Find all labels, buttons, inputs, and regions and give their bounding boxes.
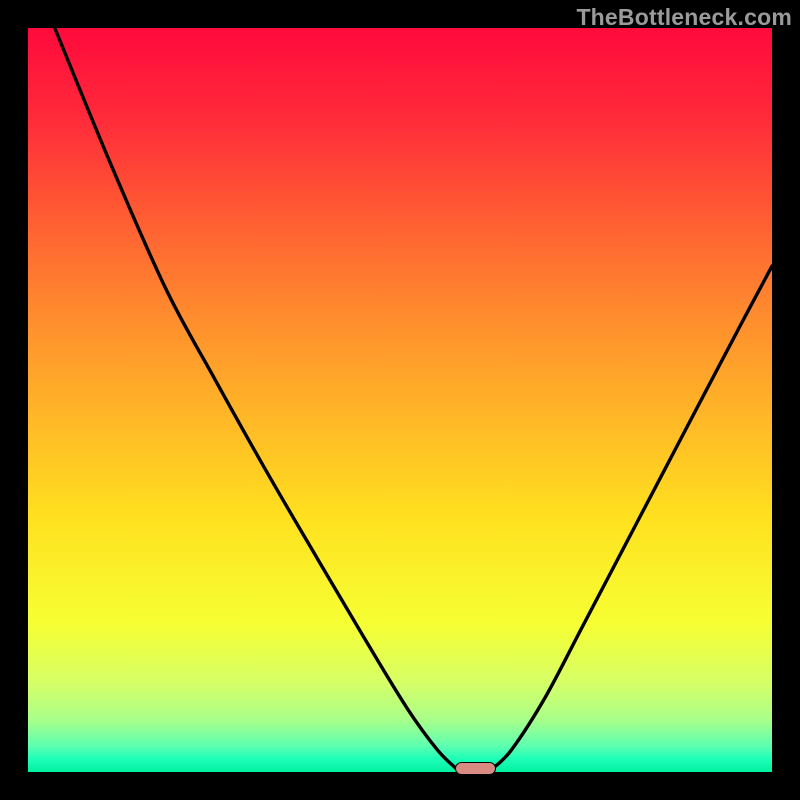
- watermark-text: TheBottleneck.com: [576, 4, 792, 31]
- trough-marker: [455, 762, 496, 776]
- chart-canvas: TheBottleneck.com: [0, 0, 800, 800]
- gradient-background: [28, 28, 772, 772]
